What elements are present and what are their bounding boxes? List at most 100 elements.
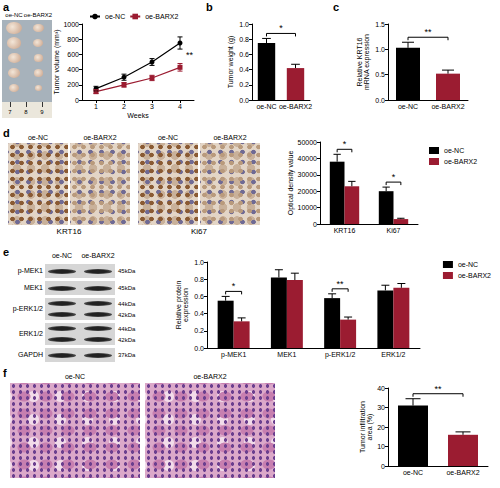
svg-text:**: ** bbox=[424, 27, 432, 37]
html-text:KRT16: KRT16 bbox=[56, 227, 82, 236]
html-text:a: a bbox=[3, 1, 10, 13]
svg-text:20000: 20000 bbox=[298, 188, 318, 195]
svg-text:1.0: 1.0 bbox=[239, 21, 249, 28]
svg-text:0.0: 0.0 bbox=[194, 345, 204, 352]
html-text:oe-NC: oe-NC bbox=[157, 134, 179, 141]
html-text:oe-BARX2: oe-BARX2 bbox=[193, 373, 227, 380]
svg-text:1.5: 1.5 bbox=[375, 21, 385, 28]
svg-text:0.5: 0.5 bbox=[375, 71, 385, 78]
svg-text:30000: 30000 bbox=[298, 171, 318, 178]
svg-text:**: ** bbox=[186, 50, 194, 60]
svg-text:30: 30 bbox=[377, 404, 385, 411]
svg-text:MEK1: MEK1 bbox=[277, 351, 296, 358]
html-text:e: e bbox=[3, 246, 10, 258]
svg-text:0: 0 bbox=[75, 97, 79, 104]
html-text:MEK1: MEK1 bbox=[23, 284, 43, 291]
svg-text:10000: 10000 bbox=[298, 204, 318, 211]
html-text:oe-BARX2: oe-BARX2 bbox=[81, 252, 115, 259]
svg-text:0: 0 bbox=[381, 463, 385, 470]
svg-text:Relative KRT16: Relative KRT16 bbox=[356, 37, 363, 86]
html-text:Ki67: Ki67 bbox=[191, 227, 207, 236]
svg-text:*: * bbox=[232, 281, 236, 291]
svg-text:Tumor volume (mm³): Tumor volume (mm³) bbox=[53, 29, 61, 94]
svg-text:600: 600 bbox=[67, 51, 79, 58]
svg-text:*: * bbox=[392, 172, 396, 182]
svg-text:Tumor infiltration: Tumor infiltration bbox=[359, 401, 366, 453]
svg-text:Relative protein: Relative protein bbox=[175, 280, 182, 330]
html-text:oe-BARX2: oe-BARX2 bbox=[213, 134, 247, 141]
svg-text:area (%): area (%) bbox=[366, 414, 374, 441]
html-text:d: d bbox=[3, 127, 10, 139]
svg-text:400: 400 bbox=[67, 66, 79, 73]
svg-text:0.8: 0.8 bbox=[239, 36, 249, 43]
svg-text:800: 800 bbox=[67, 36, 79, 43]
svg-text:oe-BARX2: oe-BARX2 bbox=[431, 103, 464, 110]
svg-text:oe-NC: oe-NC bbox=[398, 103, 418, 110]
html-text:b: b bbox=[206, 1, 213, 13]
svg-text:oe-BARX2: oe-BARX2 bbox=[145, 13, 178, 20]
svg-text:oe-NC: oe-NC bbox=[403, 469, 423, 476]
svg-text:Ki67: Ki67 bbox=[386, 227, 400, 234]
html-text:p-MEK1: p-MEK1 bbox=[17, 267, 43, 274]
svg-text:1.0: 1.0 bbox=[194, 259, 204, 266]
svg-text:ERK1/2: ERK1/2 bbox=[381, 351, 405, 358]
svg-text:oe-NC: oe-NC bbox=[444, 147, 464, 154]
svg-text:0.2: 0.2 bbox=[239, 81, 249, 88]
svg-text:10: 10 bbox=[377, 443, 385, 450]
html-text:42kDa: 42kDa bbox=[118, 336, 136, 343]
html-text:45kDa: 45kDa bbox=[118, 268, 136, 274]
svg-text:0: 0 bbox=[313, 221, 317, 228]
svg-text:50000: 50000 bbox=[298, 139, 318, 146]
svg-text:p-ERK1/2: p-ERK1/2 bbox=[325, 351, 355, 359]
svg-text:*: * bbox=[343, 139, 347, 149]
html-text:44kDa: 44kDa bbox=[118, 325, 136, 332]
html-text:p-ERK1/2: p-ERK1/2 bbox=[12, 305, 43, 312]
svg-text:p-MEK1: p-MEK1 bbox=[221, 351, 246, 359]
svg-text:oe-BARX2: oe-BARX2 bbox=[458, 272, 491, 279]
svg-text:**: ** bbox=[434, 384, 442, 394]
svg-text:0.6: 0.6 bbox=[239, 51, 249, 58]
html-text:GAPDH: GAPDH bbox=[18, 351, 43, 358]
svg-text:oe-BARX2: oe-BARX2 bbox=[446, 469, 479, 476]
html-text:45kDa: 45kDa bbox=[118, 285, 136, 291]
svg-text:0.4: 0.4 bbox=[194, 310, 204, 317]
svg-text:1000: 1000 bbox=[63, 21, 79, 28]
svg-text:Tumor weight (g): Tumor weight (g) bbox=[227, 36, 235, 89]
svg-text:oe-NC: oe-NC bbox=[256, 103, 276, 110]
svg-text:2: 2 bbox=[122, 103, 126, 110]
svg-text:4: 4 bbox=[178, 103, 182, 110]
html-text:c: c bbox=[333, 1, 340, 13]
svg-text:mRNA expression: mRNA expression bbox=[363, 34, 371, 90]
svg-text:*: * bbox=[279, 23, 283, 33]
svg-text:0.8: 0.8 bbox=[194, 276, 204, 283]
html-text:oe-NC: oe-NC bbox=[51, 252, 73, 259]
svg-text:200: 200 bbox=[67, 81, 79, 88]
svg-text:40: 40 bbox=[377, 385, 385, 392]
svg-text:0.2: 0.2 bbox=[194, 327, 204, 334]
svg-text:oe-NC: oe-NC bbox=[458, 261, 478, 268]
svg-text:Weeks: Weeks bbox=[127, 112, 149, 119]
svg-text:1.0: 1.0 bbox=[375, 46, 385, 53]
svg-text:KRT16: KRT16 bbox=[334, 227, 356, 234]
html-text:oe-NC oe-BARX2: oe-NC oe-BARX2 bbox=[5, 12, 53, 18]
html-text:ERK1/2: ERK1/2 bbox=[18, 330, 43, 337]
svg-text:40000: 40000 bbox=[298, 155, 318, 162]
svg-text:0.4: 0.4 bbox=[239, 66, 249, 73]
svg-text:**: ** bbox=[337, 279, 345, 289]
svg-text:1: 1 bbox=[94, 103, 98, 110]
svg-text:3: 3 bbox=[150, 103, 154, 110]
svg-text:20: 20 bbox=[377, 424, 385, 431]
svg-text:oe-NC: oe-NC bbox=[105, 13, 125, 20]
html-text:oe-BARX2: oe-BARX2 bbox=[83, 134, 117, 141]
html-text:oe-NC: oe-NC bbox=[27, 134, 49, 141]
svg-text:0.6: 0.6 bbox=[194, 293, 204, 300]
svg-text:oe-BARX2: oe-BARX2 bbox=[279, 103, 312, 110]
svg-text:0.0: 0.0 bbox=[375, 97, 385, 104]
svg-text:expression: expression bbox=[182, 288, 190, 322]
svg-text:0.0: 0.0 bbox=[239, 97, 249, 104]
svg-text:Optical density value: Optical density value bbox=[287, 151, 295, 216]
html-text:42kDa: 42kDa bbox=[118, 311, 136, 318]
svg-text:oe-BARX2: oe-BARX2 bbox=[444, 158, 477, 165]
html-text:44kDa: 44kDa bbox=[118, 300, 136, 307]
html-text:oe-NC: oe-NC bbox=[64, 373, 86, 380]
